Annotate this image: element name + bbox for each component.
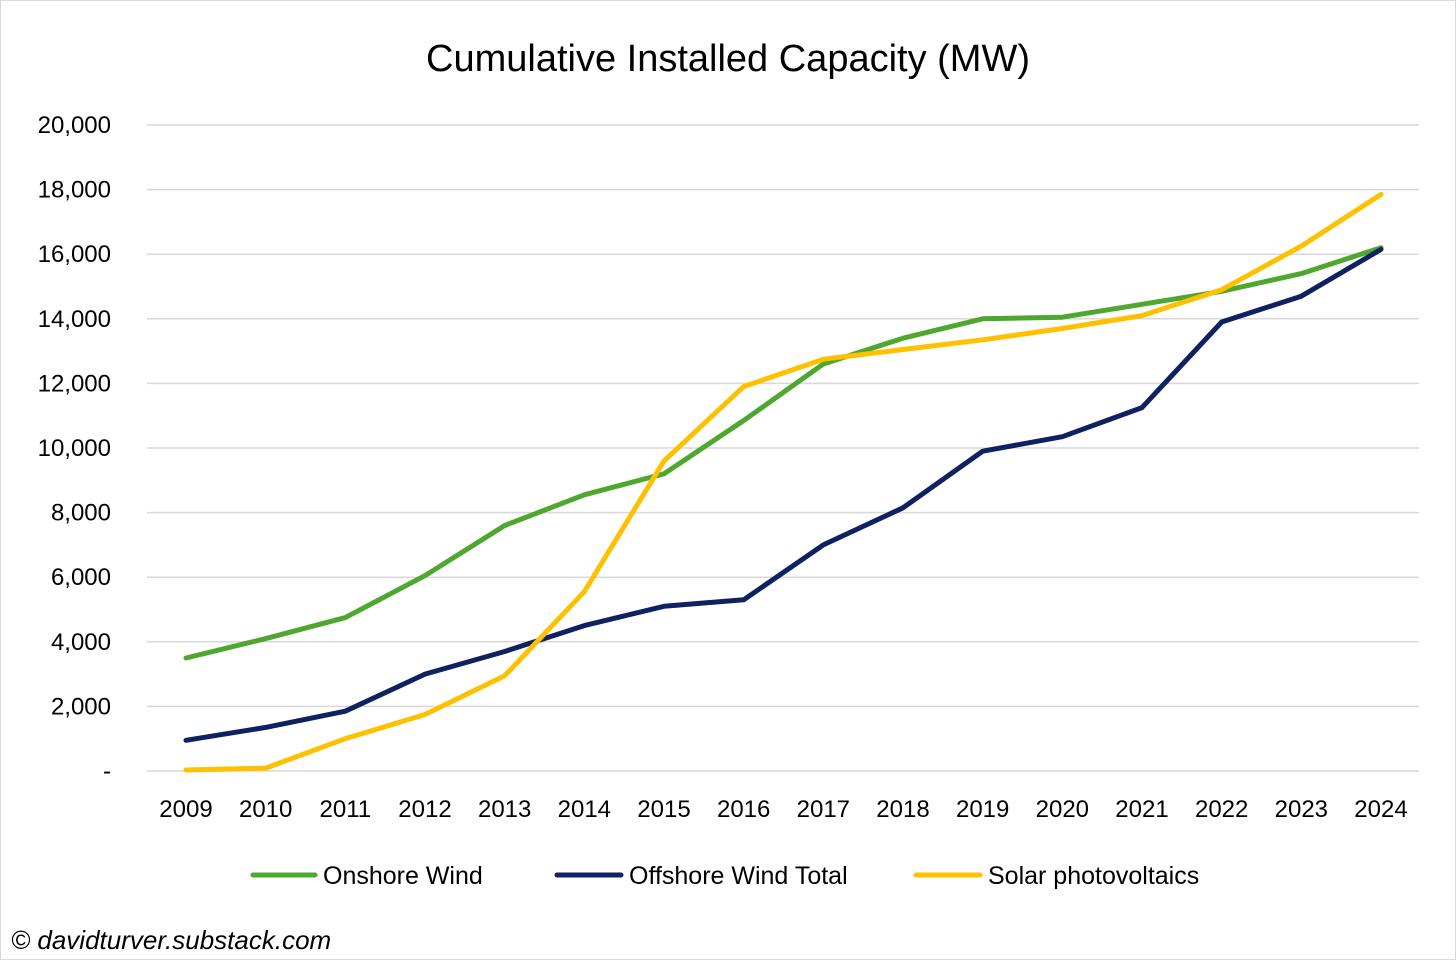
x-tick-label: 2022: [1195, 796, 1248, 823]
data-point: [343, 615, 348, 620]
data-point: [263, 766, 268, 771]
credit-text: © davidturver.substack.com: [11, 925, 331, 955]
data-point: [502, 523, 507, 528]
data-point: [1299, 244, 1304, 249]
y-tick-label: 14,000: [38, 306, 111, 333]
data-point: [423, 573, 428, 578]
legend-label: Solar photovoltaics: [988, 862, 1199, 890]
data-point: [821, 542, 826, 547]
data-point: [662, 458, 667, 463]
data-point: [980, 316, 985, 321]
data-point: [582, 589, 587, 594]
data-point: [980, 337, 985, 342]
legend-item: Onshore Wind: [250, 862, 483, 890]
x-tick-label: 2013: [478, 796, 531, 823]
data-point: [502, 649, 507, 654]
y-tick-label: 20,000: [38, 112, 111, 139]
data-point: [1379, 192, 1384, 197]
data-point: [1060, 315, 1065, 320]
data-point: [502, 673, 507, 678]
data-point: [1140, 302, 1145, 307]
series-onshore-wind: [183, 245, 1384, 661]
data-point: [184, 655, 189, 660]
x-axis-ticks: 2009 2010 2011 2012 2013 2014 2015 2016 2017 2018…: [159, 796, 1407, 823]
x-tick-label: 2021: [1115, 796, 1168, 823]
data-point: [901, 336, 906, 341]
data-point: [741, 418, 746, 423]
data-point: [1219, 287, 1224, 292]
data-point: [263, 636, 268, 641]
x-tick-label: 2009: [159, 796, 212, 823]
data-point: [343, 709, 348, 714]
legend-item: Offshore Wind Total: [554, 862, 848, 890]
data-point: [1140, 405, 1145, 410]
data-point: [980, 449, 985, 454]
y-axis-ticks: - 2,000 4,000 6,000 8,000 10,000 12,000 14,000 1…: [38, 112, 111, 785]
data-point: [582, 492, 587, 497]
x-tick-label: 2020: [1036, 796, 1089, 823]
data-point: [741, 597, 746, 602]
x-tick-label: 2011: [320, 796, 372, 823]
x-tick-label: 2010: [239, 796, 292, 823]
data-point: [1060, 434, 1065, 439]
legend-label: Onshore Wind: [323, 862, 483, 890]
x-tick-label: 2019: [956, 796, 1009, 823]
y-tick-label: 16,000: [38, 241, 111, 268]
series-line: [183, 246, 1384, 743]
data-point: [1219, 320, 1224, 325]
series-line: [183, 191, 1384, 773]
y-tick-label: 6,000: [51, 564, 111, 591]
data-point: [821, 357, 826, 362]
data-point: [662, 604, 667, 609]
data-point: [343, 736, 348, 741]
series-offshore-wind-total: [183, 246, 1384, 743]
data-point: [901, 347, 906, 352]
x-tick-label: 2024: [1354, 796, 1407, 823]
y-tick-label: 12,000: [38, 370, 111, 397]
x-tick-label: 2018: [876, 796, 929, 823]
x-tick-label: 2016: [717, 796, 770, 823]
data-point: [662, 471, 667, 476]
x-tick-label: 2023: [1275, 796, 1328, 823]
x-tick-label: 2012: [398, 796, 451, 823]
data-point: [901, 505, 906, 510]
legend: Onshore Wind Offshore Wind Total Solar pho…: [250, 862, 1199, 890]
y-tick-label: -: [103, 758, 111, 785]
x-tick-label: 2017: [797, 796, 850, 823]
x-tick-label: 2015: [637, 796, 690, 823]
y-tick-label: 18,000: [38, 177, 111, 204]
data-point: [741, 384, 746, 389]
y-tick-label: 2,000: [51, 693, 111, 720]
data-point: [423, 672, 428, 677]
data-point: [1379, 247, 1384, 252]
data-point: [1299, 271, 1304, 276]
series-line: [183, 245, 1384, 661]
series-solar-photovoltaics: [183, 191, 1384, 773]
data-point: [184, 768, 189, 773]
chart-title: Cumulative Installed Capacity (MW): [426, 38, 1030, 80]
series-lines: [183, 191, 1384, 773]
data-point: [1299, 294, 1304, 299]
y-tick-label: 10,000: [38, 435, 111, 462]
data-point: [423, 712, 428, 717]
gridlines: [147, 124, 1419, 772]
legend-item: Solar photovoltaics: [913, 862, 1199, 890]
x-tick-label: 2014: [558, 796, 611, 823]
data-point: [582, 623, 587, 628]
data-point: [1060, 326, 1065, 331]
legend-label: Offshore Wind Total: [629, 862, 848, 890]
data-point: [1140, 313, 1145, 318]
y-tick-label: 4,000: [51, 629, 111, 656]
data-point: [184, 738, 189, 743]
y-tick-label: 8,000: [51, 500, 111, 527]
data-point: [263, 725, 268, 730]
